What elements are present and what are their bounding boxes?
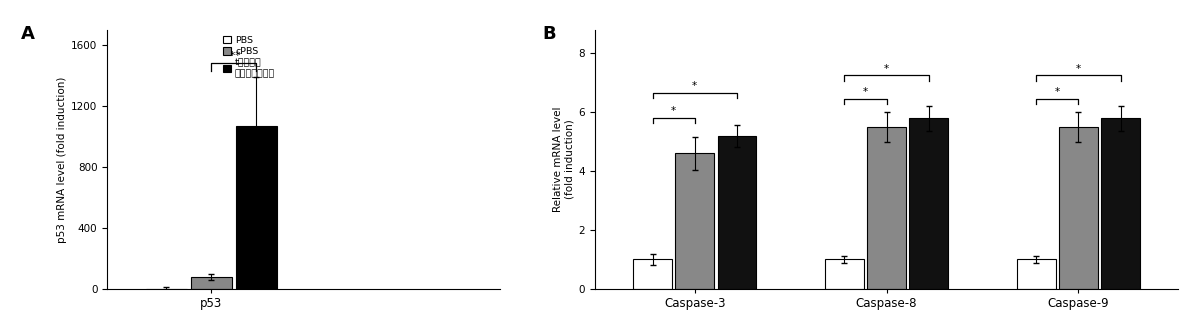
- Text: ***: ***: [226, 51, 242, 61]
- Text: B: B: [543, 25, 556, 43]
- Bar: [1059, 127, 1097, 289]
- Bar: [825, 259, 864, 289]
- Text: *: *: [1054, 87, 1060, 97]
- Text: *: *: [863, 87, 868, 97]
- Bar: [236, 126, 277, 289]
- Y-axis label: Relative mRNA level
(fold induction): Relative mRNA level (fold induction): [553, 107, 575, 212]
- Text: A: A: [20, 25, 35, 43]
- Text: *: *: [693, 81, 697, 91]
- Bar: [676, 153, 714, 289]
- Bar: [718, 136, 757, 289]
- Legend: PBS, cPBS, t임박준치
면역증강성김치: PBS, cPBS, t임박준치 면역증강성김치: [221, 35, 276, 79]
- Y-axis label: p53 mRNA level (fold induction): p53 mRNA level (fold induction): [57, 76, 67, 243]
- Bar: [633, 259, 672, 289]
- Bar: [190, 278, 232, 289]
- Bar: [1101, 118, 1140, 289]
- Bar: [868, 127, 906, 289]
- Bar: [909, 118, 948, 289]
- Text: *: *: [671, 106, 676, 117]
- Bar: [1016, 259, 1056, 289]
- Text: *: *: [884, 64, 889, 74]
- Text: *: *: [1076, 64, 1081, 74]
